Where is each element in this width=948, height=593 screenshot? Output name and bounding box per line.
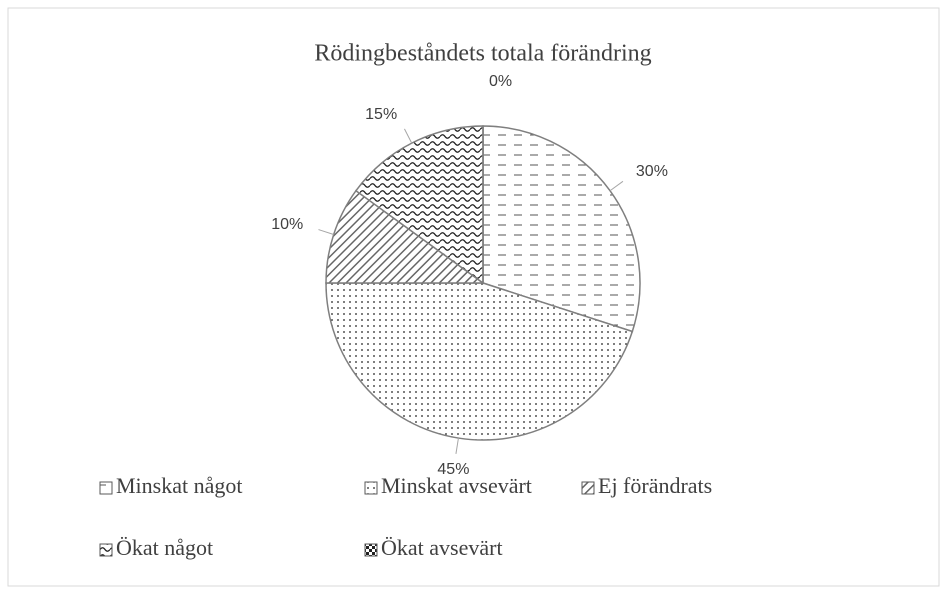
data-label: 10% xyxy=(271,216,303,233)
leader-line xyxy=(404,128,413,144)
legend-label: Minskat avsevärt xyxy=(381,473,532,498)
legend-swatch xyxy=(99,481,113,495)
leader-line xyxy=(318,229,334,235)
data-label: 30% xyxy=(636,163,668,180)
leader-line xyxy=(609,180,624,192)
legend-swatch xyxy=(364,543,378,557)
pie-slice xyxy=(325,282,634,441)
leader-line xyxy=(455,437,459,454)
data-label: 45% xyxy=(437,461,469,478)
data-label: 0% xyxy=(489,73,512,90)
legend-label: Minskat något xyxy=(116,473,243,498)
pie-slice xyxy=(482,125,641,333)
pie-slice xyxy=(354,125,484,285)
legend-swatch xyxy=(99,543,113,557)
legend-label: Ökat avsevärt xyxy=(381,535,503,560)
legend-swatch xyxy=(581,481,595,495)
legend-label: Ej förändrats xyxy=(598,473,712,498)
legend-label: Ökat något xyxy=(116,535,213,560)
chart-title: Rödingbeståndets totala förändring xyxy=(314,41,651,67)
data-label: 15% xyxy=(365,106,397,123)
legend-swatch xyxy=(364,481,378,495)
